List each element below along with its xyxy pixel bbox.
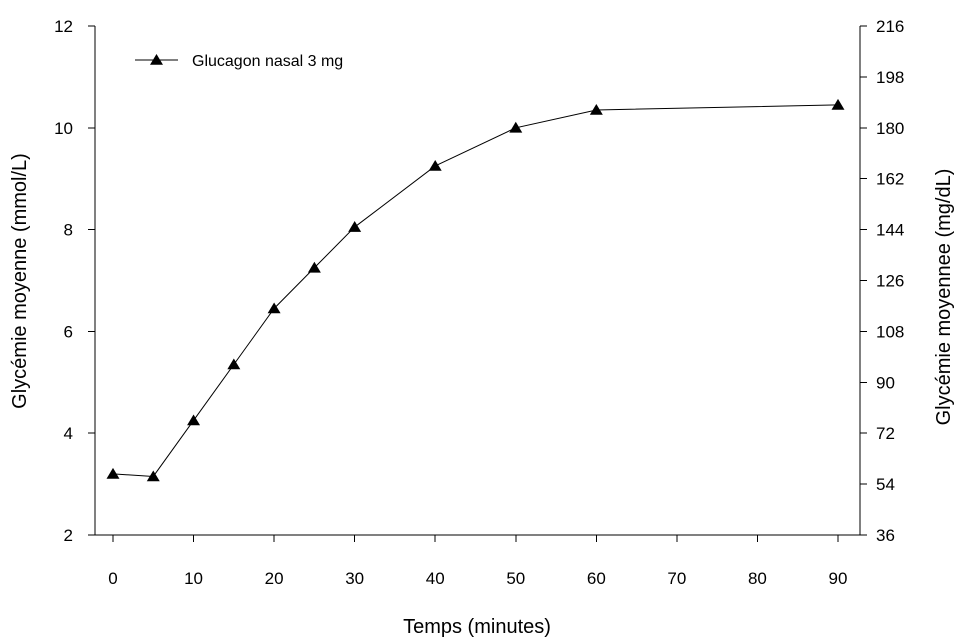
x-tick-label: 10 <box>184 569 203 588</box>
x-tick-label: 0 <box>108 569 117 588</box>
legend-label: Glucagon nasal 3 mg <box>192 53 343 70</box>
y-tick-label: 6 <box>64 322 73 341</box>
y2-tick-label: 144 <box>876 221 904 240</box>
y2-tick-label: 198 <box>876 68 904 87</box>
y2-tick-label: 126 <box>876 272 904 291</box>
series-layer <box>106 98 845 482</box>
x-tick-label: 50 <box>506 569 525 588</box>
y2-tick-label: 108 <box>876 322 904 341</box>
legend-marker <box>150 54 163 65</box>
axis-ticks: 0 10 20 30 40 50 60 70 80 90 2 4 6 8 10 12 36 54 72 90 108 12… <box>54 17 904 588</box>
data-point-marker <box>267 302 281 314</box>
y-axis-title: Glycémie moyenne (mmol/L) <box>9 153 31 409</box>
y2-tick-label: 72 <box>876 424 895 443</box>
x-tick-label: 30 <box>345 569 364 588</box>
data-point-marker <box>589 103 603 115</box>
y-tick-label: 12 <box>54 17 73 36</box>
data-point-marker <box>106 467 120 479</box>
series-line <box>112 104 839 477</box>
data-point-marker <box>509 121 523 133</box>
y-tick-label: 8 <box>64 221 73 240</box>
x-tick-label: 90 <box>829 569 848 588</box>
y-tick-label: 4 <box>64 424 73 443</box>
x-tick-label: 40 <box>426 569 445 588</box>
x-tick-label: 20 <box>265 569 284 588</box>
y2-tick-label: 36 <box>876 526 895 545</box>
data-point-marker <box>146 470 160 482</box>
y2-tick-label: 180 <box>876 119 904 138</box>
data-point-marker <box>348 221 362 232</box>
x-tick-label: 60 <box>587 569 606 588</box>
data-point-marker <box>187 414 201 426</box>
y-tick-label: 10 <box>54 119 73 138</box>
x-axis-title: Temps (minutes) <box>403 616 551 637</box>
axes <box>94 26 861 536</box>
y2-axis-title: Glycémie moyennee (mg/dL) <box>933 169 955 426</box>
y-tick-label: 2 <box>64 526 73 545</box>
data-point-marker <box>428 159 442 171</box>
y2-tick-label: 90 <box>876 373 895 392</box>
legend: Glucagon nasal 3 mg <box>135 53 343 70</box>
data-point-marker <box>307 261 321 273</box>
y2-tick-label: 216 <box>876 17 904 36</box>
data-point-marker <box>831 98 845 110</box>
y2-tick-label: 162 <box>876 170 904 189</box>
data-point-marker <box>227 358 241 370</box>
x-tick-label: 70 <box>667 569 686 588</box>
x-tick-label: 80 <box>748 569 767 588</box>
y2-tick-label: 54 <box>876 475 895 494</box>
